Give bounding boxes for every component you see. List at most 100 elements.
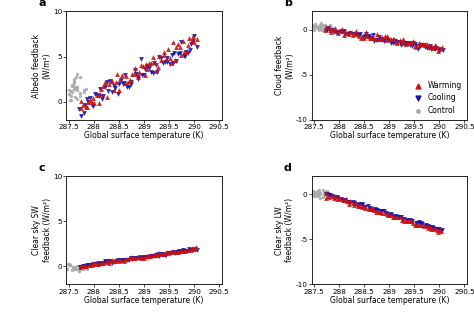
Point [95,100,103,106]
Point [349,31,356,36]
Point [168,53,176,58]
Point [431,226,439,232]
Point [349,200,356,205]
Point [369,35,377,40]
Point [56,86,64,92]
Point [404,40,412,45]
Point [435,227,442,232]
Point [181,54,189,59]
Point [149,254,157,259]
Point [91,261,98,266]
Point [370,32,377,38]
Point [190,247,197,252]
Point [183,48,191,54]
Point [438,228,446,233]
Point [426,43,434,48]
Point [409,220,417,226]
Point [177,53,185,58]
Point [371,38,378,43]
Point [415,219,423,225]
Point [99,261,106,266]
Point [375,36,383,41]
Point [417,221,425,226]
Point [144,253,151,259]
Point [131,256,139,261]
Point [154,65,162,70]
Point [162,57,170,62]
Point [178,40,185,45]
Point [109,89,116,95]
Point [434,230,442,235]
Point [409,41,417,46]
Point [138,73,146,78]
Point [315,189,322,194]
Point [73,96,81,102]
Point [115,87,123,93]
Point [424,223,431,229]
Point [389,36,397,41]
Point [147,253,155,259]
Point [77,263,85,268]
Point [358,201,365,207]
Point [331,196,339,201]
Point [173,44,180,49]
Point [309,189,317,194]
Point [392,214,399,219]
Point [364,33,371,39]
Point [153,63,160,68]
Point [155,251,163,256]
Point [433,226,441,232]
Point [60,82,67,87]
Point [159,251,167,257]
Point [356,203,364,208]
Point [75,268,83,274]
Point [322,191,330,197]
Point [166,55,173,60]
Point [146,65,153,70]
Point [393,39,401,44]
Point [128,257,136,262]
Point [120,80,128,85]
Point [418,43,425,48]
Point [408,219,415,224]
Point [312,193,320,198]
Point [182,248,189,253]
Point [101,85,109,90]
Point [400,217,407,222]
Point [339,197,346,202]
Point [137,63,145,68]
Point [359,34,367,39]
Point [310,194,318,199]
Point [76,93,84,98]
Point [107,259,114,264]
Point [392,214,400,219]
Point [103,94,110,99]
Point [63,261,70,267]
Point [193,37,201,42]
Point [68,98,75,103]
Point [125,84,133,90]
Point [431,43,438,48]
Point [73,75,80,80]
Point [358,204,366,210]
Point [328,194,336,199]
Point [423,224,430,229]
Point [311,22,319,27]
Point [416,43,423,48]
Point [107,79,114,84]
Point [128,81,135,86]
Point [338,29,346,35]
Point [355,33,363,38]
Point [114,257,121,263]
Point [146,61,153,66]
Point [420,223,428,229]
Point [325,25,332,30]
Point [167,60,175,66]
Point [103,80,111,85]
Point [70,76,78,81]
Point [78,98,85,104]
Point [337,28,344,33]
Point [390,214,397,219]
Point [345,201,353,207]
Point [333,194,340,199]
